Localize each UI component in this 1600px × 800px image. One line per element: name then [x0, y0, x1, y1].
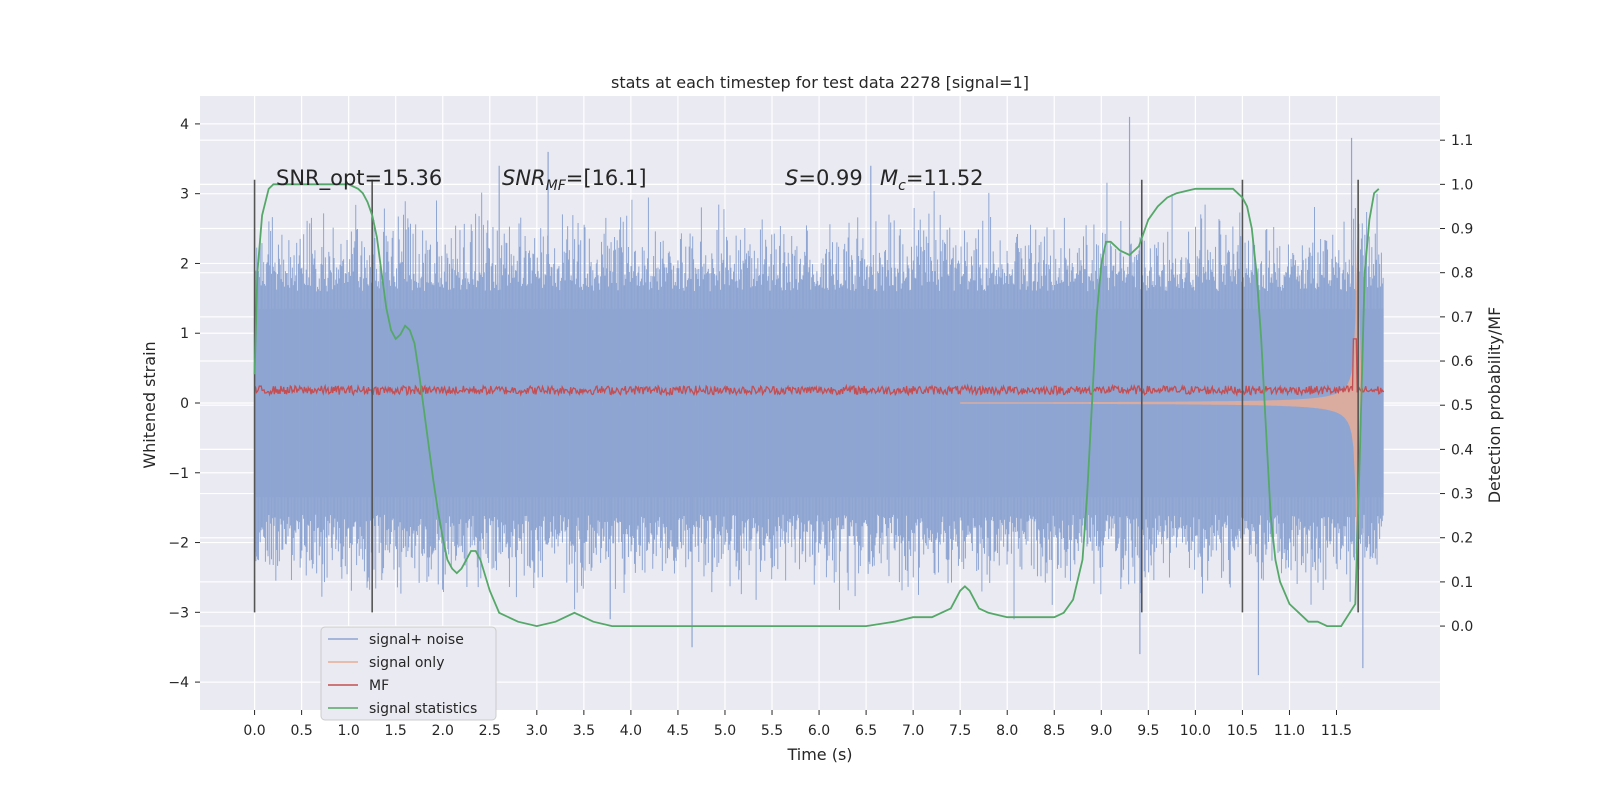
series-signal-statistics — [253, 183, 1380, 628]
x-tick-label: 0.5 — [290, 723, 312, 739]
x-tick-label: 0.0 — [243, 723, 265, 739]
y-right-tick-label: 0.9 — [1451, 222, 1473, 238]
x-tick-label: 11.5 — [1321, 723, 1352, 739]
legend-label-signal-noise: signal+ noise — [369, 632, 464, 648]
y-right-tick-label: 0.8 — [1451, 266, 1473, 282]
annotation-snr-mf: SNRMF=[16.1] — [502, 166, 647, 194]
legend: signal+ noise signal only MF signal stat… — [320, 626, 497, 721]
x-tick-label: 4.0 — [620, 723, 642, 739]
annotation-mc: Mc=11.52 — [880, 166, 984, 194]
y-right-tick-label: 0.6 — [1451, 354, 1473, 370]
annotation-snr-opt: SNR_opt=15.36 — [276, 166, 442, 191]
series-signal-only — [960, 235, 1362, 571]
x-axis-title: Time (s) — [786, 745, 852, 764]
y-left-tick-label: −4 — [168, 675, 189, 691]
x-tick-label: 5.0 — [714, 723, 736, 739]
y-left-tick-label: 3 — [180, 187, 189, 203]
signal-envelope — [960, 235, 1362, 571]
y-left-tick-label: −2 — [168, 536, 189, 552]
annotation-snr-mf-value: =[16.1] — [566, 166, 647, 190]
y-left-tick-label: 1 — [180, 326, 189, 342]
mf-line — [254, 338, 1385, 397]
left-y-axis-title: Whitened strain — [140, 341, 159, 468]
x-tick-label: 4.5 — [667, 723, 689, 739]
annotation-mc-value: =11.52 — [906, 166, 984, 190]
annotation-mc-subscript: c — [898, 178, 906, 194]
chart-title: stats at each timestep for test data 227… — [611, 73, 1029, 92]
right-y-axis-ticks: 1.1 1.0 0.9 0.8 0.7 0.6 0.5 0.4 0.3 0.2 0.1 0.0 — [1440, 133, 1473, 635]
x-tick-label: 3.0 — [526, 723, 548, 739]
x-tick-label: 1.5 — [385, 723, 407, 739]
annotation-snr-mf-subscript: MF — [546, 178, 567, 194]
x-tick-label: 2.5 — [479, 723, 501, 739]
annotation-s-value: =0.99 — [798, 166, 862, 190]
x-tick-label: 11.0 — [1274, 723, 1305, 739]
x-tick-label: 9.0 — [1090, 723, 1112, 739]
annotation-s: S=0.99 — [785, 166, 863, 190]
y-right-tick-label: 1.0 — [1451, 177, 1473, 193]
signal-statistics-line — [253, 183, 1380, 628]
x-tick-label: 2.0 — [432, 723, 454, 739]
y-right-tick-label: 0.2 — [1451, 531, 1473, 547]
right-y-axis-title: Detection probability/MF — [1485, 307, 1504, 504]
legend-box — [320, 626, 497, 721]
y-left-tick-label: −1 — [168, 466, 189, 482]
y-left-tick-label: 0 — [180, 396, 189, 412]
x-tick-label: 7.0 — [902, 723, 924, 739]
legend-label-mf: MF — [369, 678, 389, 694]
x-tick-label: 8.0 — [996, 723, 1018, 739]
vertical-markers — [253, 179, 1359, 613]
annotation-s-symbol: S — [785, 166, 798, 190]
y-left-tick-label: 2 — [180, 256, 189, 272]
y-right-tick-label: 0.7 — [1451, 310, 1473, 326]
legend-label-signal-statistics: signal statistics — [369, 701, 477, 717]
series-signal-noise — [254, 116, 1384, 676]
y-right-tick-label: 0.3 — [1451, 487, 1473, 503]
y-left-tick-label: −3 — [168, 605, 189, 621]
x-tick-label: 5.5 — [761, 723, 783, 739]
x-tick-label: 10.5 — [1227, 723, 1258, 739]
legend-label-signal-only: signal only — [369, 655, 444, 671]
y-right-tick-label: 0.0 — [1451, 619, 1473, 635]
y-right-tick-label: 1.1 — [1451, 133, 1473, 149]
x-tick-label: 7.5 — [949, 723, 971, 739]
y-right-tick-label: 0.5 — [1451, 398, 1473, 414]
series-mf — [254, 338, 1385, 397]
y-right-tick-label: 0.1 — [1451, 575, 1473, 591]
x-tick-label: 3.5 — [573, 723, 595, 739]
left-y-axis-ticks: 4 3 2 1 0 −1 −2 −3 −4 — [168, 117, 200, 691]
y-left-tick-label: 4 — [180, 117, 189, 133]
x-tick-label: 9.5 — [1137, 723, 1159, 739]
x-tick-label: 6.0 — [808, 723, 830, 739]
y-right-tick-label: 0.4 — [1451, 442, 1473, 458]
x-tick-label: 1.0 — [338, 723, 360, 739]
x-tick-label: 10.0 — [1180, 723, 1211, 739]
x-axis-ticks: 0.0 0.5 1.0 1.5 2.0 2.5 3.0 3.5 4.0 4.5 5.0 5.5 6.0 6… — [243, 710, 1352, 739]
x-tick-label: 6.5 — [855, 723, 877, 739]
x-tick-label: 8.5 — [1043, 723, 1065, 739]
annotation-snr-mf-symbol: SNR — [502, 166, 546, 190]
annotation-mc-symbol: M — [880, 166, 898, 190]
